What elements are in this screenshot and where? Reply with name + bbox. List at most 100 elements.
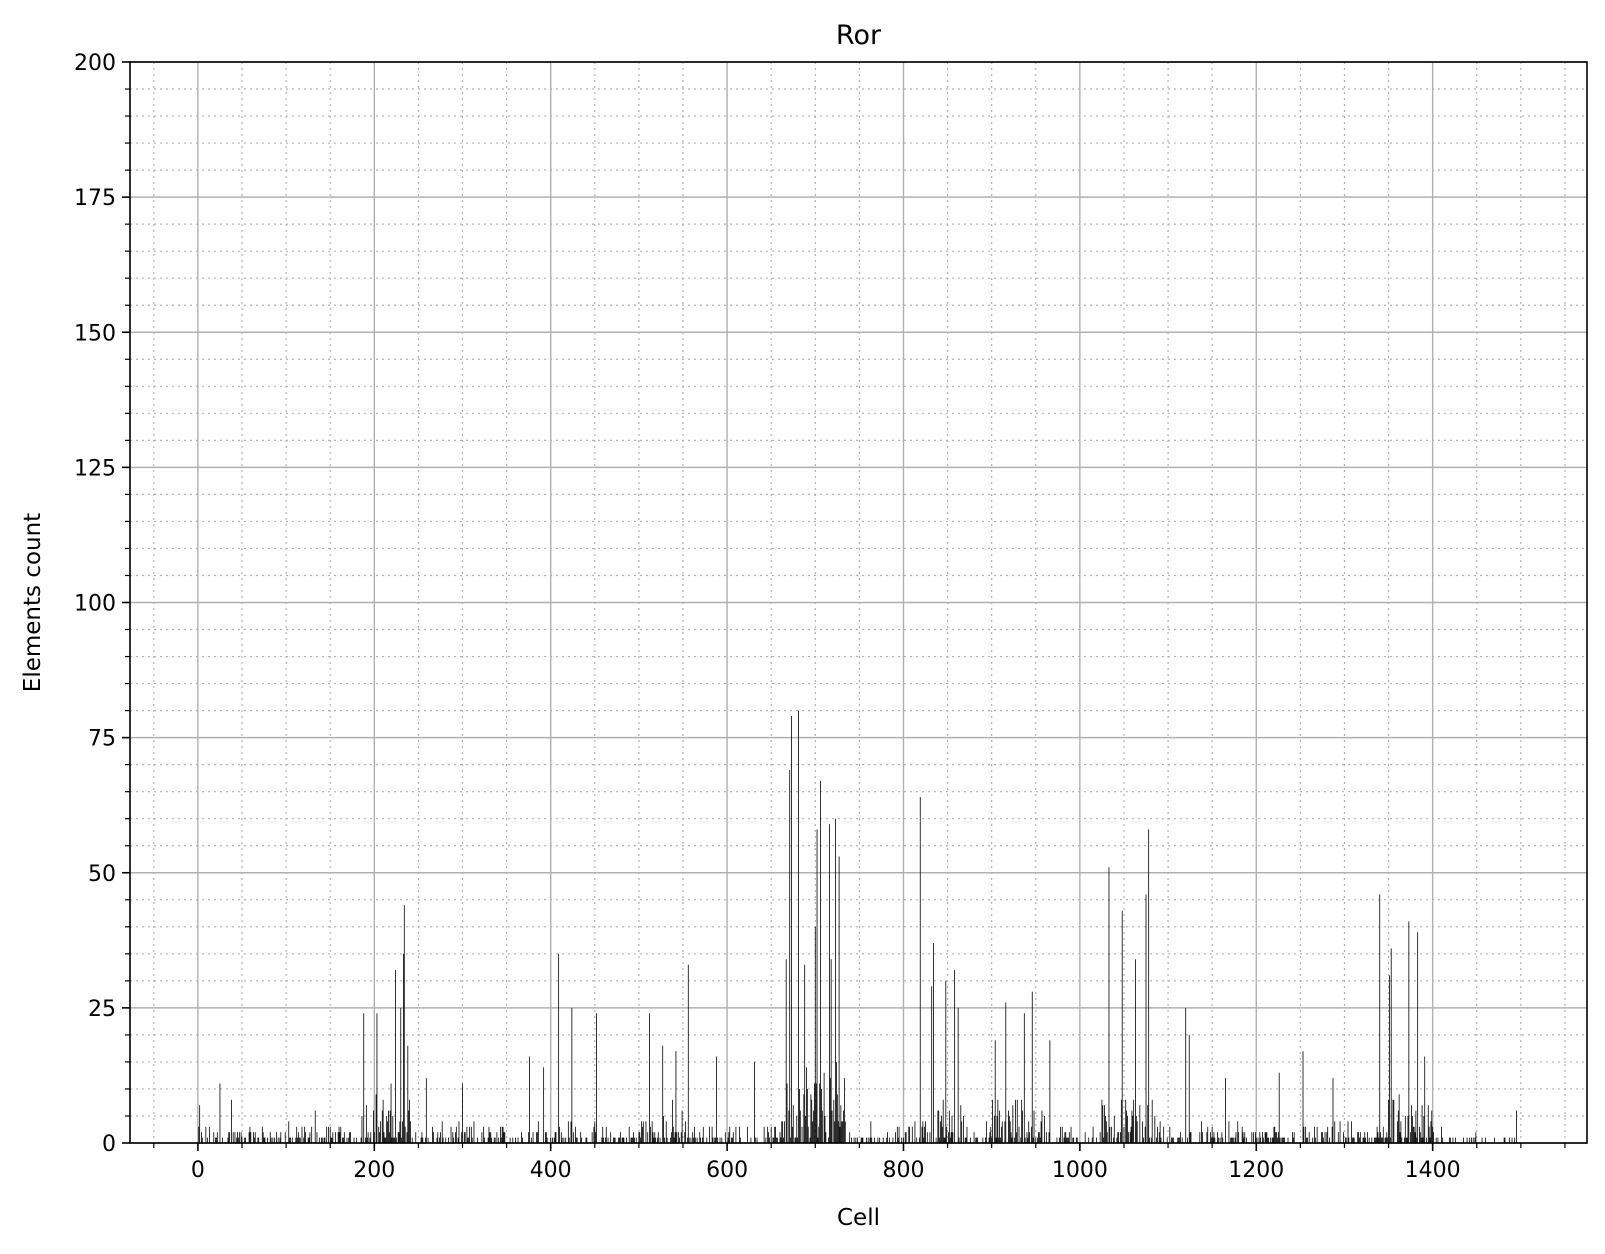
bar bbox=[1214, 1137, 1216, 1143]
bar bbox=[693, 1137, 694, 1143]
bar bbox=[1206, 1132, 1208, 1143]
bar bbox=[767, 1126, 769, 1143]
bar bbox=[340, 1126, 342, 1143]
bar bbox=[714, 1137, 716, 1143]
bar bbox=[843, 1110, 844, 1143]
bar bbox=[828, 1137, 829, 1143]
bar bbox=[543, 1067, 545, 1143]
bar bbox=[1308, 1132, 1310, 1143]
bar bbox=[332, 1132, 334, 1143]
bar bbox=[989, 1132, 991, 1143]
bar bbox=[678, 1132, 679, 1143]
bar bbox=[776, 1137, 778, 1143]
bar bbox=[1471, 1137, 1472, 1143]
bar bbox=[407, 1045, 409, 1143]
bar bbox=[923, 1137, 925, 1143]
bar bbox=[1386, 1132, 1388, 1143]
bar bbox=[1441, 1126, 1442, 1143]
bar bbox=[1130, 1126, 1132, 1143]
bar bbox=[1348, 1137, 1350, 1143]
bar bbox=[1088, 1137, 1090, 1143]
bar bbox=[694, 1126, 695, 1143]
bar bbox=[457, 1137, 459, 1143]
bar bbox=[991, 1137, 993, 1143]
bar bbox=[297, 1137, 298, 1143]
bar bbox=[342, 1137, 343, 1143]
bar bbox=[1101, 1099, 1103, 1143]
bar bbox=[815, 1083, 817, 1143]
bar bbox=[870, 1121, 872, 1143]
bar bbox=[1281, 1137, 1283, 1143]
bar bbox=[1210, 1137, 1212, 1143]
bar bbox=[948, 1110, 950, 1143]
bar bbox=[640, 1137, 642, 1143]
bar bbox=[1001, 1121, 1003, 1143]
bar bbox=[614, 1137, 616, 1143]
bar bbox=[238, 1132, 240, 1143]
bar bbox=[231, 1099, 232, 1143]
bar bbox=[484, 1137, 485, 1143]
bar bbox=[1378, 1137, 1380, 1143]
bar bbox=[1056, 1137, 1058, 1143]
bar bbox=[1067, 1137, 1068, 1143]
bar bbox=[997, 1099, 999, 1143]
bar bbox=[258, 1137, 260, 1143]
bar bbox=[1132, 1115, 1134, 1143]
bar bbox=[849, 1132, 851, 1143]
bar bbox=[1375, 1137, 1377, 1143]
bar bbox=[361, 1115, 363, 1143]
bar bbox=[1352, 1137, 1354, 1143]
bar bbox=[1353, 1137, 1355, 1143]
bar bbox=[1230, 1137, 1232, 1143]
bar bbox=[406, 1132, 408, 1143]
bar bbox=[1060, 1126, 1061, 1143]
bar bbox=[746, 1126, 748, 1143]
bar bbox=[898, 1126, 900, 1143]
bar bbox=[560, 1132, 562, 1143]
bar bbox=[329, 1126, 331, 1143]
bar bbox=[502, 1126, 504, 1143]
bar bbox=[1292, 1132, 1293, 1143]
bar bbox=[319, 1137, 321, 1143]
bar bbox=[882, 1137, 884, 1143]
bar bbox=[1416, 1137, 1418, 1143]
bar bbox=[601, 1137, 603, 1143]
bar bbox=[709, 1126, 710, 1143]
bar bbox=[1190, 1132, 1192, 1143]
bar bbox=[380, 1121, 381, 1143]
bar bbox=[824, 1115, 826, 1143]
bar bbox=[1048, 1132, 1050, 1143]
bar bbox=[820, 780, 821, 1143]
bar bbox=[276, 1132, 277, 1143]
bar bbox=[222, 1137, 224, 1143]
bar bbox=[1150, 1137, 1152, 1143]
bar bbox=[309, 1132, 311, 1143]
bar bbox=[901, 1137, 903, 1143]
bar bbox=[1149, 1137, 1150, 1143]
bar bbox=[1413, 1126, 1415, 1143]
bar bbox=[776, 1137, 777, 1143]
bar bbox=[715, 1137, 717, 1143]
bar bbox=[296, 1126, 298, 1143]
bar bbox=[803, 1094, 805, 1143]
bar bbox=[1154, 1115, 1156, 1143]
bar bbox=[1324, 1132, 1326, 1143]
bar bbox=[289, 1137, 291, 1143]
bar bbox=[784, 1121, 785, 1143]
bar bbox=[591, 1132, 593, 1143]
bar bbox=[828, 824, 830, 1143]
bar bbox=[831, 1110, 833, 1143]
bar bbox=[1316, 1126, 1318, 1143]
bar bbox=[651, 1121, 653, 1143]
bar bbox=[1359, 1137, 1360, 1143]
bar bbox=[785, 959, 787, 1143]
bar bbox=[550, 1137, 552, 1143]
bar bbox=[1133, 1099, 1135, 1143]
bar bbox=[360, 1137, 362, 1143]
bar bbox=[821, 1110, 823, 1143]
bar bbox=[464, 1132, 466, 1143]
bar bbox=[806, 1088, 808, 1143]
bar bbox=[672, 1099, 673, 1143]
bar bbox=[1111, 1126, 1113, 1143]
bar bbox=[328, 1126, 329, 1143]
